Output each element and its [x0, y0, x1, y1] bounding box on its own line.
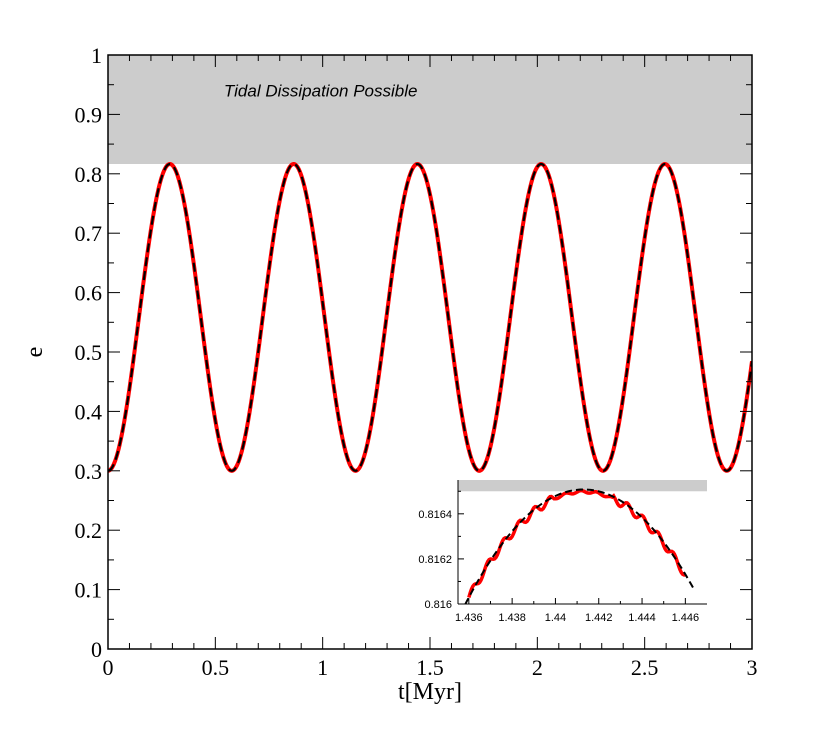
- series-black-dashed-line: [108, 162, 752, 472]
- x-tick-label: 1.5: [416, 655, 444, 680]
- annotation-text: Tidal Dissipation Possible: [224, 82, 418, 101]
- x-axis-title: t[Myr]: [398, 679, 462, 705]
- inset-y-tick-label: 0.8164: [418, 509, 452, 521]
- inset-series-black-dashed-line: [464, 488, 695, 604]
- x-tick-label: 1: [317, 655, 328, 680]
- y-axis-title: e: [22, 347, 48, 358]
- y-tick-label: 0.4: [75, 399, 103, 424]
- inset-y-tick-label: 0.8162: [418, 554, 452, 566]
- y-tick-label: 0.7: [75, 221, 103, 246]
- x-tick-label: 2: [532, 655, 543, 680]
- inset-x-tick-label: 1.444: [628, 612, 656, 624]
- y-tick-label: 0: [91, 637, 102, 662]
- y-tick-label: 0.9: [75, 102, 103, 127]
- inset-shaded-region: [458, 480, 707, 492]
- y-tick-label: 0.2: [75, 518, 103, 543]
- y-tick-label: 0.6: [75, 281, 103, 306]
- inset-x-tick-label: 1.44: [545, 612, 566, 624]
- inset-x-tick-label: 1.438: [498, 612, 526, 624]
- series-red-line: [108, 161, 752, 473]
- x-tick-label: 0: [103, 655, 114, 680]
- x-tick-label: 0.5: [202, 655, 230, 680]
- inset-x-tick-label: 1.442: [585, 612, 613, 624]
- inset-y-tick-label: 0.816: [424, 599, 452, 611]
- inset-x-tick-label: 1.446: [672, 612, 700, 624]
- x-tick-label: 2.5: [631, 655, 659, 680]
- y-tick-label: 0.1: [75, 578, 103, 603]
- y-tick-label: 1: [91, 43, 102, 68]
- shaded-region: [108, 55, 752, 164]
- inset-plot: 1.436 1.438 1.44 1.442 1.444 1.446 0.816 0.8162…: [418, 480, 707, 624]
- inset-x-tick-label: 1.436: [455, 612, 483, 624]
- y-tick-label: 0.3: [75, 459, 103, 484]
- y-tick-label: 0.8: [75, 162, 103, 187]
- main-plot: Tidal Dissipation Possible 0 0.5 1 1.5 2 2.5 3 0…: [22, 43, 758, 705]
- inset-series-red-line: [467, 488, 686, 599]
- x-tick-label: 3: [747, 655, 758, 680]
- inset-background: [458, 480, 707, 604]
- y-tick-label: 0.5: [75, 340, 103, 365]
